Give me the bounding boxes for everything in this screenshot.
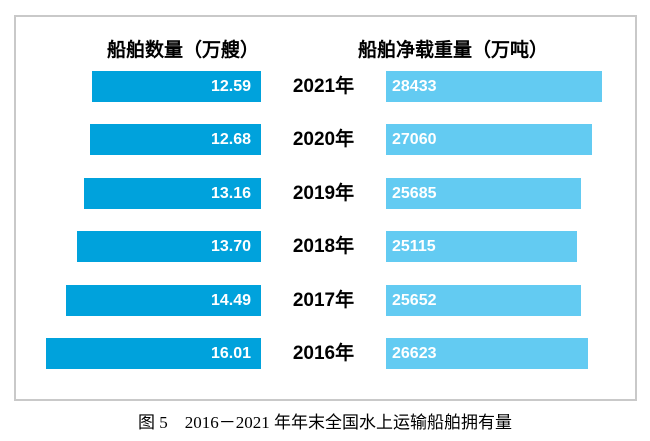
- left-series-header: 船舶数量（万艘）: [106, 40, 259, 61]
- deadweight-bar: 26623: [386, 338, 588, 369]
- year-label: 2019年: [292, 183, 355, 204]
- year-label: 2017年: [292, 290, 355, 311]
- quantity-bar: 12.59: [92, 71, 261, 102]
- year-label: 2018年: [292, 236, 355, 257]
- year-label: 2020年: [292, 129, 355, 150]
- deadweight-bar: 25652: [386, 285, 581, 316]
- quantity-bar: 12.68: [90, 124, 261, 155]
- quantity-bar: 16.01: [46, 338, 261, 369]
- quantity-bar: 13.16: [84, 178, 261, 209]
- quantity-bar: 14.49: [66, 285, 261, 316]
- year-label: 2021年: [292, 76, 355, 97]
- right-series-header: 船舶净载重量（万吨）: [357, 40, 548, 61]
- year-label: 2016年: [292, 343, 355, 364]
- deadweight-bar: 27060: [386, 124, 592, 155]
- deadweight-bar: 25115: [386, 231, 577, 262]
- figure-caption: 图 5 2016－2021 年年末全国水上运输船舶拥有量: [138, 413, 512, 432]
- deadweight-bar: 25685: [386, 178, 581, 209]
- quantity-bar: 13.70: [77, 231, 261, 262]
- deadweight-bar: 28433: [386, 71, 602, 102]
